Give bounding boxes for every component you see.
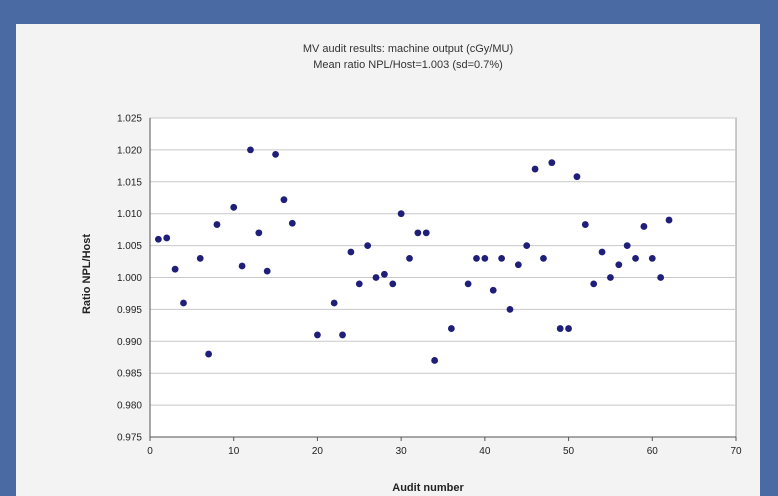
data-point (447, 325, 455, 332)
y-tick-label: 1.005 (117, 241, 142, 252)
x-axis-title: Audit number (392, 482, 464, 494)
y-tick-labels: 1.025 1.020 1.015 1.010 1.005 1.000 0.995 0.990… (117, 114, 142, 444)
data-point (414, 229, 422, 237)
y-tick-label: 0.985 (117, 369, 142, 380)
y-tick-label: 0.990 (117, 337, 142, 348)
x-tick-label: 10 (228, 446, 240, 457)
x-tick-label: 60 (647, 446, 659, 457)
data-point (481, 254, 489, 262)
data-point (339, 331, 346, 339)
data-point (263, 267, 271, 275)
data-point (180, 299, 187, 307)
figure-panel: MV audit results: machine output (cGy/MU… (16, 24, 760, 496)
data-point (171, 265, 179, 273)
y-tick-label: 0.975 (117, 433, 142, 444)
data-point (330, 299, 338, 307)
data-point (648, 254, 656, 262)
data-point (422, 229, 430, 237)
data-point (514, 261, 522, 269)
data-point (272, 150, 279, 158)
data-point (489, 286, 497, 294)
y-tick-label: 1.015 (117, 177, 142, 188)
data-point (632, 254, 639, 262)
data-point (364, 242, 372, 250)
y-tick-label: 1.000 (117, 273, 142, 284)
chart-subtitle: Mean ratio NPL/Host=1.003 (sd=0.7%) (313, 59, 503, 71)
data-point (598, 248, 606, 256)
data-point (615, 261, 623, 269)
y-tick-label: 1.020 (117, 145, 142, 156)
y-tick-label: 0.980 (117, 401, 142, 412)
data-point (255, 229, 263, 237)
data-point (540, 254, 547, 262)
data-point (498, 254, 505, 262)
data-point (506, 306, 514, 313)
data-point (372, 274, 380, 281)
data-point (406, 254, 413, 262)
x-tick-label: 50 (563, 446, 575, 457)
x-tick-labels: 0 10 20 30 40 50 60 70 (147, 446, 742, 457)
y-tick-label: 1.025 (117, 114, 142, 125)
data-point (623, 242, 631, 250)
x-tick-label: 0 (147, 446, 153, 457)
data-point (657, 274, 665, 281)
data-point (230, 203, 238, 211)
data-point (607, 274, 614, 281)
data-point (464, 280, 472, 288)
data-point (213, 221, 221, 228)
x-tick-label: 30 (396, 446, 408, 457)
axes (149, 118, 737, 441)
data-point (381, 270, 388, 278)
data-point (205, 350, 213, 358)
data-points (154, 146, 673, 364)
data-point (280, 196, 288, 204)
scatter-chart: MV audit results: machine output (cGy/MU… (81, 43, 742, 494)
data-point (196, 254, 204, 262)
data-point (238, 262, 246, 270)
data-point (154, 235, 162, 243)
data-point (163, 234, 171, 242)
y-tick-label: 0.995 (117, 305, 142, 316)
data-point (556, 325, 564, 332)
data-point (355, 280, 363, 288)
data-point (431, 357, 439, 364)
x-tick-label: 20 (312, 446, 324, 457)
x-tick-label: 70 (730, 446, 742, 457)
data-point (590, 280, 598, 288)
data-point (523, 242, 531, 250)
y-axis-title: Ratio NPL/Host (81, 234, 93, 314)
data-point (531, 165, 539, 173)
y-tick-label: 1.010 (117, 209, 142, 220)
data-point (565, 325, 572, 332)
data-point (314, 331, 321, 339)
chart-title: MV audit results: machine output (cGy/MU… (303, 43, 513, 55)
data-point (247, 146, 254, 154)
data-point (581, 221, 589, 228)
data-point (347, 248, 355, 256)
data-point (640, 223, 648, 230)
data-point (573, 173, 581, 181)
data-point (389, 280, 397, 288)
data-point (473, 254, 480, 262)
data-point (548, 159, 556, 167)
x-tick-label: 40 (479, 446, 491, 457)
data-point (397, 210, 405, 218)
data-point (665, 216, 673, 224)
data-point (288, 219, 296, 227)
